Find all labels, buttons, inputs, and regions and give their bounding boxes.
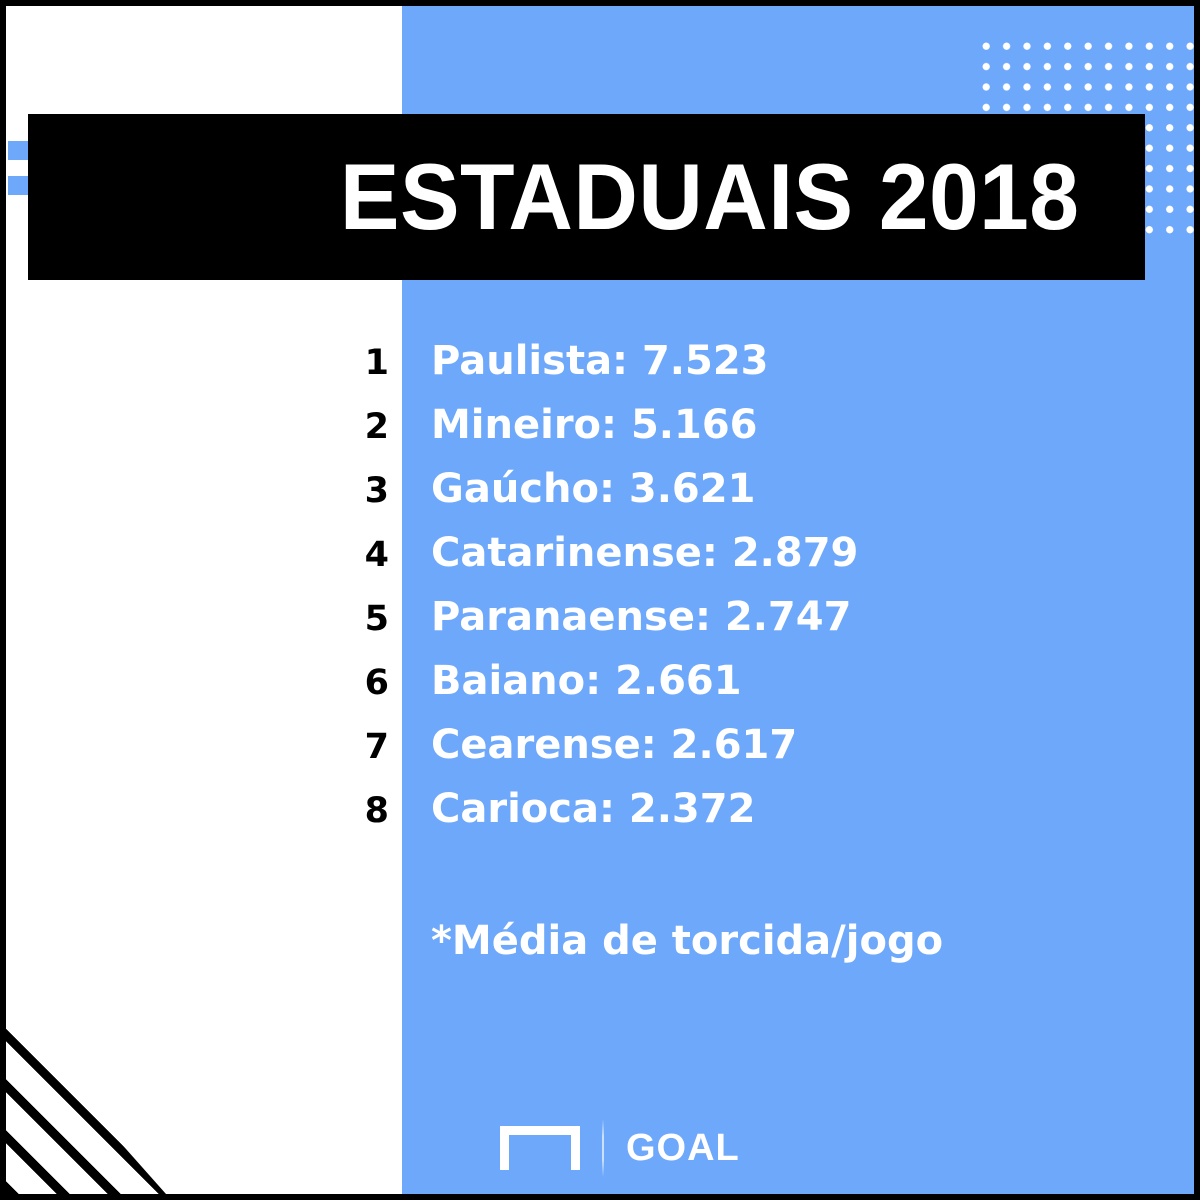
list-item: 2 Mineiro: 5.166: [6, 402, 906, 466]
list-item: 1 Paulista: 7.523: [6, 338, 906, 402]
rank-label: Mineiro: 5.166: [431, 402, 758, 448]
rank-label: Paulista: 7.523: [431, 338, 769, 384]
list-item: 3 Gaúcho: 3.621: [6, 466, 906, 530]
rank-label: Cearense: 2.617: [431, 722, 798, 768]
rank-label: Catarinense: 2.879: [431, 530, 859, 576]
rank-number: 7: [364, 727, 389, 767]
rank-number: 8: [364, 791, 389, 831]
page-title: ESTADUAIS 2018: [339, 144, 1079, 249]
goal-logo-lockup: GOAL: [500, 1118, 740, 1178]
rank-number: 1: [364, 343, 389, 383]
title-band: ESTADUAIS 2018: [28, 114, 1145, 280]
rank-label: Paranaense: 2.747: [431, 594, 852, 640]
list-item: 6 Baiano: 2.661: [6, 658, 906, 722]
logo-divider: [602, 1119, 604, 1177]
logo-wordmark: GOAL: [626, 1126, 740, 1169]
artboard: ESTADUAIS 2018 1 Paulista: 7.523 2 Minei…: [6, 6, 1194, 1194]
list-item: 8 Carioca: 2.372: [6, 786, 906, 850]
rank-label: Carioca: 2.372: [431, 786, 756, 832]
rank-number: 6: [364, 663, 389, 703]
list-item: 4 Catarinense: 2.879: [6, 530, 906, 594]
list-item: 7 Cearense: 2.617: [6, 722, 906, 786]
rank-number: 4: [364, 535, 389, 575]
goalpost-icon: [500, 1126, 580, 1170]
rank-label: Gaúcho: 3.621: [431, 466, 756, 512]
rank-number: 5: [364, 599, 389, 639]
ranking-list: 1 Paulista: 7.523 2 Mineiro: 5.166 3 Gaú…: [6, 338, 906, 850]
rank-number: 3: [364, 471, 389, 511]
diagonal-hatch-decoration: [6, 1014, 166, 1194]
rank-label: Baiano: 2.661: [431, 658, 742, 704]
rank-number: 2: [364, 407, 389, 447]
list-item: 5 Paranaense: 2.747: [6, 594, 906, 658]
footnote-text: *Média de torcida/jogo: [431, 918, 944, 964]
